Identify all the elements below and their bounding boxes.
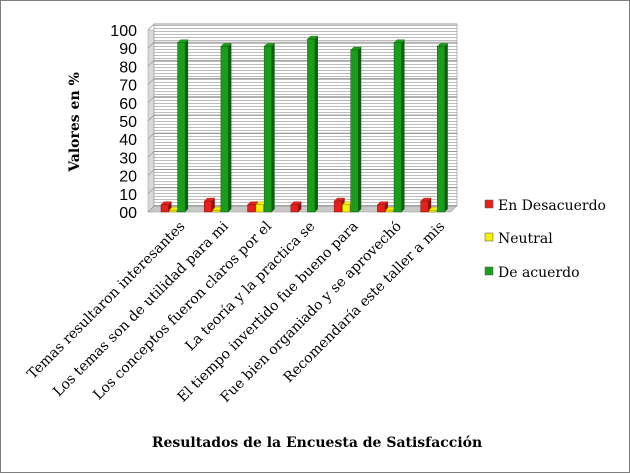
bar-de-acuerdo <box>220 43 232 213</box>
gridline-side <box>147 114 155 122</box>
bar-en-desacuerdo <box>160 201 172 213</box>
gridline-side <box>147 23 155 31</box>
y-tick-label: 40 <box>119 132 137 149</box>
gridline-side <box>147 132 155 140</box>
y-tick-label: 20 <box>119 169 137 186</box>
y-tick-label: 100 <box>110 23 137 40</box>
gridline-side <box>147 60 155 67</box>
y-axis-label: Valores en % <box>67 72 83 173</box>
gridline-side <box>147 187 155 195</box>
legend-label-neutral: Neutral <box>498 231 553 247</box>
legend-item-de-acuerdo: De acuerdo <box>484 265 580 281</box>
bar-en-desacuerdo <box>290 201 302 213</box>
gridline-side <box>147 205 155 213</box>
gridline-side <box>147 96 155 104</box>
bars <box>160 35 449 213</box>
legend-swatch-en-desacuerdo <box>484 199 494 209</box>
x-category-label: Recomendaría este taller a mis <box>281 219 448 386</box>
plot-floor <box>147 205 458 213</box>
x-axis-label: Resultados de la Encuesta de Satisfacció… <box>152 435 482 451</box>
bar-de-acuerdo <box>393 39 406 213</box>
y-tick-label: 50 <box>119 114 137 131</box>
legend-item-en-desacuerdo: En Desacuerdo <box>484 198 606 214</box>
y-tick-label: 60 <box>119 96 137 113</box>
gridline-side <box>147 169 155 176</box>
bar-de-acuerdo <box>177 39 189 213</box>
legend-item-neutral: Neutral <box>484 231 553 247</box>
legend-label-en-desacuerdo: En Desacuerdo <box>498 198 606 214</box>
legend-swatch-de-acuerdo <box>484 266 494 276</box>
legend: En Desacuerdo Neutral De acuerdo <box>484 198 606 281</box>
legend-swatch-neutral <box>484 232 494 242</box>
y-tick-label: 10 <box>119 187 137 204</box>
y-tick-label: 70 <box>119 78 137 95</box>
y-tick-label: 80 <box>119 59 137 76</box>
bar-de-acuerdo <box>436 43 449 213</box>
y-tick-label: 90 <box>119 41 137 58</box>
bar-de-acuerdo <box>350 46 362 213</box>
x-category-label: Temas resultaron interesantes <box>24 219 188 383</box>
bar-de-acuerdo <box>306 35 319 213</box>
y-tick-label: 00 <box>119 205 137 222</box>
plot-side-wall <box>147 29 155 213</box>
bar-de-acuerdo <box>263 43 276 213</box>
bar-en-desacuerdo <box>420 197 432 213</box>
y-tick-label: 30 <box>119 150 137 167</box>
gridline-side <box>147 78 155 85</box>
legend-label-de-acuerdo: De acuerdo <box>498 265 580 281</box>
gridline-side <box>147 41 155 49</box>
gridline-side <box>147 151 155 158</box>
